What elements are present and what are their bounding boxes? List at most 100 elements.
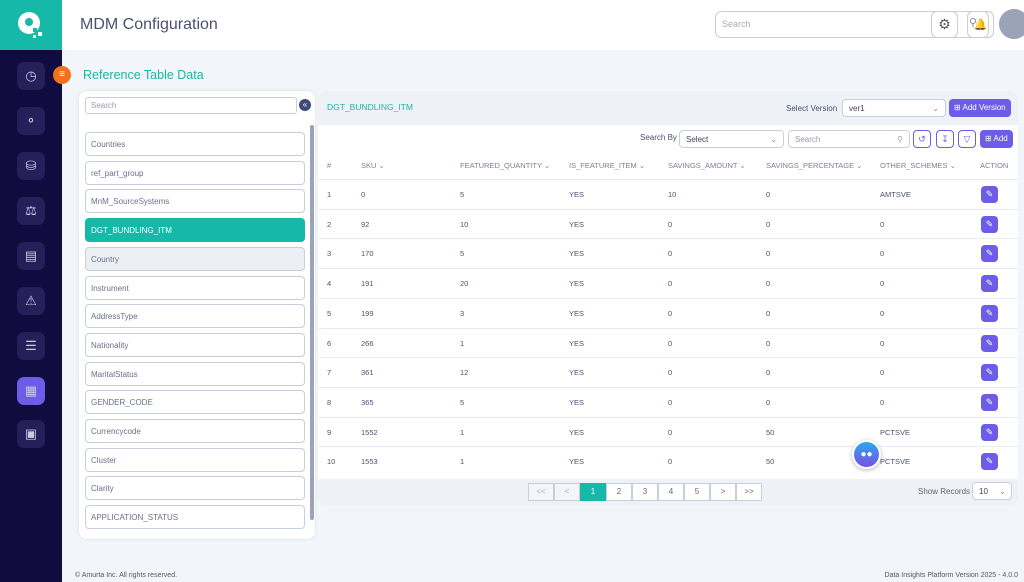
sidebar-item-basket[interactable]: ▣ <box>17 420 45 448</box>
column-header[interactable]: IS_FEATURE_ITEM ⌄ <box>569 161 645 170</box>
server-icon: ▤ <box>24 248 38 263</box>
pagination-button[interactable]: 4 <box>658 483 684 501</box>
table-cell: 0 <box>766 249 771 259</box>
edit-row-button[interactable]: ✎ <box>981 393 998 411</box>
reset-button[interactable]: ↺ <box>913 130 931 148</box>
list-item[interactable]: Instrument <box>85 275 305 300</box>
filter-button[interactable]: ▽ <box>958 130 976 148</box>
menu-toggle-button[interactable]: ≡ <box>53 66 71 84</box>
table-cell: 0 <box>766 397 771 407</box>
database-icon: ⛁ <box>25 158 37 173</box>
table-cell: 0 <box>668 427 673 437</box>
table-cell: 170 <box>361 249 374 259</box>
sidebar-item-workflow[interactable]: ⚬ <box>17 107 45 135</box>
sort-chevron-icon: ⌄ <box>739 161 746 170</box>
search-by-select[interactable]: Select ⌄ <box>679 130 784 148</box>
table-cell: 0 <box>668 279 673 289</box>
table-cell: 365 <box>361 397 374 407</box>
pencil-icon: ✎ <box>985 456 994 467</box>
table-cell: AMTSVE <box>880 190 911 199</box>
pagination-button[interactable]: 3 <box>632 483 658 501</box>
list-item[interactable]: DGT_BUNDLING_ITM <box>85 218 305 243</box>
edit-row-button[interactable]: ✎ <box>981 334 998 352</box>
column-header[interactable]: SAVINGS_AMOUNT ⌄ <box>668 161 746 170</box>
edit-row-button[interactable]: ✎ <box>981 186 998 203</box>
table-cell: 5 <box>327 308 332 318</box>
version-select[interactable]: ver1 ⌄ <box>842 99 946 117</box>
list-item[interactable]: Clarity <box>85 476 305 501</box>
list-item[interactable]: GENDER_CODE <box>85 390 305 415</box>
sidebar-item-database[interactable]: ⛁ <box>17 152 45 180</box>
list-item[interactable]: Countries <box>85 132 305 156</box>
pagination-button[interactable]: 2 <box>606 483 632 501</box>
list-item[interactable]: ref_part_group <box>85 160 305 185</box>
column-header[interactable]: SKU ⌄ <box>361 161 385 170</box>
pagination-button[interactable]: < <box>554 483 580 501</box>
edit-row-button[interactable]: ✎ <box>981 304 998 322</box>
table-row: 4 191 20 YES 0 0 0 ✎ <box>318 268 1018 298</box>
settings-button[interactable]: ⚙ <box>931 11 958 38</box>
list-item[interactable]: Nationality <box>85 332 305 357</box>
sort-chevron-icon: ⌄ <box>378 161 385 170</box>
sidebar-item-grid[interactable]: ▦ <box>17 377 45 405</box>
add-version-button[interactable]: ⊞ Add Version <box>949 99 1011 117</box>
top-header: MDM Configuration Search ⚲ ⚙ 🔔 <box>62 0 1024 50</box>
pencil-icon: ✎ <box>985 218 994 229</box>
section-title: Reference Table Data <box>83 68 204 82</box>
table-cell: YES <box>569 308 585 318</box>
column-header[interactable]: FEATURED_QUANTITY ⌄ <box>460 161 550 170</box>
version-info: Data Insights Platform Version 2025 - 4.… <box>884 572 1018 579</box>
global-search-input[interactable]: Search <box>715 11 989 38</box>
edit-row-button[interactable]: ✎ <box>981 364 998 382</box>
collapse-panel-button[interactable]: « <box>299 99 311 111</box>
list-scrollbar[interactable] <box>310 125 314 520</box>
table-search-input[interactable]: Search ⚲ <box>788 130 910 148</box>
list-item[interactable]: Cluster <box>85 447 305 472</box>
list-item[interactable]: Currencycode <box>85 419 305 443</box>
column-header[interactable]: SAVINGS_PERCENTAGE ⌄ <box>766 161 862 170</box>
table-cell: 191 <box>361 279 374 289</box>
list-item[interactable]: APPLICATION_STATUS <box>85 505 305 530</box>
list-item[interactable]: AddressType <box>85 304 305 329</box>
list-item[interactable]: MnM_SourceSystems <box>85 189 305 214</box>
table-search-input[interactable]: Search <box>85 97 297 114</box>
notifications-button[interactable]: 🔔 <box>967 11 994 38</box>
show-records-value: 10 <box>979 487 988 496</box>
table-row: 3 170 5 YES 0 0 0 ✎ <box>318 238 1018 268</box>
sidebar-item-sliders[interactable]: ☰ <box>17 332 45 360</box>
pagination-button[interactable]: > <box>710 483 736 501</box>
table-cell: 0 <box>880 368 885 378</box>
download-button[interactable]: ↧ <box>936 130 954 148</box>
sidebar-item-alert[interactable]: ⚠ <box>17 287 45 315</box>
table-cell: YES <box>569 190 585 199</box>
app-logo[interactable] <box>0 0 62 50</box>
chatbot-button[interactable]: ●● <box>852 440 881 469</box>
edit-row-button[interactable]: ✎ <box>981 245 998 263</box>
edit-row-button[interactable]: ✎ <box>981 423 998 441</box>
pagination-button[interactable]: << <box>528 483 554 501</box>
table-row: 8 365 5 YES 0 0 0 ✎ <box>318 386 1018 417</box>
edit-row-button[interactable]: ✎ <box>981 275 998 293</box>
table-cell: 1553 <box>361 457 378 467</box>
list-item[interactable]: MaritalStatus <box>85 361 305 386</box>
table-row: 6 266 1 YES 0 0 0 ✎ <box>318 327 1018 358</box>
list-item[interactable]: Country <box>85 246 305 271</box>
table-cell: YES <box>569 219 585 229</box>
pagination-button[interactable]: 5 <box>684 483 710 501</box>
pagination-button[interactable]: >> <box>736 483 762 501</box>
menu-icon: ≡ <box>59 69 65 80</box>
pencil-icon: ✎ <box>985 426 994 437</box>
table-cell: 0 <box>766 338 771 348</box>
pagination-button[interactable]: 1 <box>580 483 606 501</box>
user-avatar[interactable] <box>999 9 1024 39</box>
edit-row-button[interactable]: ✎ <box>981 215 998 233</box>
add-row-button[interactable]: ⊞ Add <box>980 130 1013 148</box>
sidebar-item-server[interactable]: ▤ <box>17 242 45 270</box>
sidebar-item-dashboard[interactable]: ◷ <box>17 62 45 90</box>
column-header[interactable]: OTHER_SCHEMES ⌄ <box>880 161 956 170</box>
sidebar-item-balance[interactable]: ⚖ <box>17 197 45 225</box>
edit-row-button[interactable]: ✎ <box>981 453 998 471</box>
show-records-select[interactable]: 10 ⌄ <box>972 482 1012 500</box>
table-cell: 0 <box>766 219 771 229</box>
column-label: OTHER_SCHEMES <box>880 161 948 170</box>
